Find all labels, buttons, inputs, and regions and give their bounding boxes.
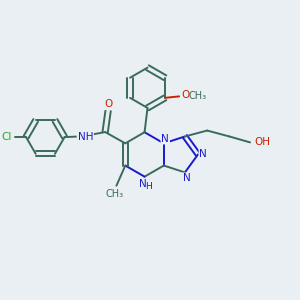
Text: N: N	[161, 134, 169, 144]
Text: O: O	[181, 91, 189, 100]
Text: N: N	[200, 149, 207, 159]
Text: Cl: Cl	[2, 132, 12, 142]
Text: CH₃: CH₃	[188, 92, 207, 101]
Text: H: H	[145, 182, 152, 191]
Text: OH: OH	[255, 137, 271, 147]
Text: O: O	[105, 99, 113, 109]
Text: N: N	[139, 179, 147, 189]
Text: N: N	[182, 173, 190, 183]
Text: NH: NH	[78, 132, 93, 142]
Text: CH₃: CH₃	[106, 189, 124, 199]
